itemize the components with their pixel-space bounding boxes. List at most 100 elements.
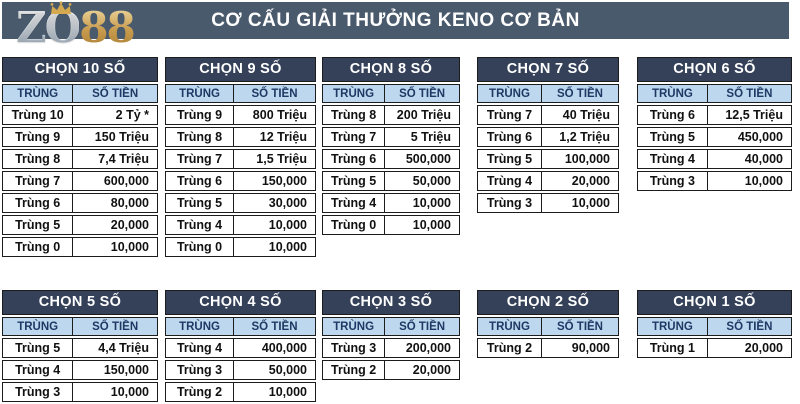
match-cell: Trùng 4 — [478, 172, 542, 190]
prize-table-header-row: TRÙNG SỐ TIỀN — [322, 317, 460, 336]
page-title: CƠ CẤU GIẢI THƯỞNG KENO CƠ BẢN — [211, 9, 580, 31]
match-cell: Trùng 8 — [166, 128, 235, 146]
column-header-match: TRÙNG — [3, 318, 74, 335]
amount-cell: 4,4 Triệu — [98, 341, 149, 355]
match-cell: Trùng 5 — [3, 339, 74, 357]
prize-tables-row-bottom: CHỌN 5 SỐ TRÙNG SỐ TIỀN Trùng 5 4,4 Triệu Trù… — [2, 290, 798, 404]
table-row: Trùng 4 150,000 — [2, 360, 158, 380]
match-cell: Trùng 3 — [323, 339, 386, 357]
amount-cell: 10,000 — [571, 196, 610, 210]
column-header-amount: SỐ TIỀN — [92, 320, 139, 333]
prize-table-header-row: TRÙNG SỐ TIỀN — [637, 317, 792, 336]
prize-table: CHỌN 9 SỐ TRÙNG SỐ TIỀN Trùng 9 800 Triệu Trù… — [165, 57, 316, 259]
match-cell: Trùng 1 — [638, 339, 708, 357]
match-cell: Trùng 6 — [323, 150, 386, 168]
match-cell: Trùng 4 — [638, 150, 708, 168]
table-row: Trùng 8 7,4 Triệu — [2, 149, 158, 169]
prize-table-header-row: TRÙNG SỐ TIỀN — [165, 317, 316, 336]
amount-cell: 20,000 — [744, 341, 783, 355]
match-cell: Trùng 3 — [166, 361, 235, 379]
amount-cell: 450,000 — [737, 130, 783, 144]
match-cell: Trùng 4 — [166, 216, 235, 234]
prize-table: CHỌN 5 SỐ TRÙNG SỐ TIỀN Trùng 5 4,4 Triệu Trù… — [2, 290, 158, 404]
table-row: Trùng 8 12 Triệu — [165, 127, 316, 147]
amount-cell: 100,000 — [564, 152, 610, 166]
prize-table-title: CHỌN 3 SỐ — [322, 290, 460, 315]
table-row: Trùng 0 10,000 — [322, 215, 460, 235]
amount-cell: 400,000 — [261, 341, 307, 355]
prize-table: CHỌN 3 SỐ TRÙNG SỐ TIỀN Trùng 3 200,000 Trùng… — [322, 290, 460, 382]
match-cell: Trùng 6 — [638, 106, 708, 124]
column-header-match: TRÙNG — [323, 85, 386, 102]
table-row: Trùng 9 800 Triệu — [165, 105, 316, 125]
prize-table: CHỌN 4 SỐ TRÙNG SỐ TIỀN Trùng 4 400,000 Trùng… — [165, 290, 316, 404]
column-header-amount: SỐ TIỀN — [726, 87, 773, 100]
match-cell: Trùng 5 — [638, 128, 708, 146]
table-row: Trùng 4 40,000 — [637, 149, 792, 169]
column-header-amount: SỐ TIỀN — [556, 87, 603, 100]
prize-table-header-row: TRÙNG SỐ TIỀN — [2, 317, 158, 336]
site-logo[interactable]: ZO88 — [16, 1, 136, 52]
prize-table-header-row: TRÙNG SỐ TIỀN — [477, 84, 619, 103]
column-header-amount: SỐ TIỀN — [556, 320, 603, 333]
match-cell: Trùng 2 — [478, 339, 542, 357]
amount-cell: 7,4 Triệu — [98, 152, 149, 166]
prize-table: CHỌN 10 SỐ TRÙNG SỐ TIỀN Trùng 10 2 Tỷ * Trùn… — [2, 57, 158, 259]
amount-cell: 40 Triệu — [562, 108, 610, 122]
amount-cell: 20,000 — [571, 174, 610, 188]
prize-table: CHỌN 1 SỐ TRÙNG SỐ TIỀN Trùng 1 20,000 — [637, 290, 792, 360]
amount-cell: 10,000 — [268, 240, 307, 254]
match-cell: Trùng 0 — [3, 238, 74, 256]
prize-table-title: CHỌN 5 SỐ — [2, 290, 158, 315]
amount-cell: 30,000 — [268, 196, 307, 210]
match-cell: Trùng 7 — [323, 128, 386, 146]
amount-cell: 50,000 — [412, 174, 451, 188]
prize-table-header-row: TRÙNG SỐ TIỀN — [2, 84, 158, 103]
table-row: Trùng 5 4,4 Triệu — [2, 338, 158, 358]
match-cell: Trùng 2 — [323, 361, 386, 379]
prize-table: CHỌN 7 SỐ TRÙNG SỐ TIỀN Trùng 7 40 Triệu Trùn… — [477, 57, 619, 215]
match-cell: Trùng 9 — [3, 128, 74, 146]
prize-table-title: CHỌN 8 SỐ — [322, 57, 460, 82]
match-cell: Trùng 4 — [166, 339, 235, 357]
table-row: Trùng 5 50,000 — [322, 171, 460, 191]
match-cell: Trùng 3 — [638, 172, 708, 190]
match-cell: Trùng 8 — [323, 106, 386, 124]
table-row: Trùng 8 200 Triệu — [322, 105, 460, 125]
column-header-match: TRÙNG — [638, 85, 708, 102]
table-row: Trùng 3 10,000 — [637, 171, 792, 191]
prize-table-title: CHỌN 2 SỐ — [477, 290, 619, 315]
table-row: Trùng 2 10,000 — [165, 382, 316, 402]
table-row: Trùng 4 10,000 — [165, 215, 316, 235]
prize-table: CHỌN 6 SỐ TRÙNG SỐ TIỀN Trùng 6 12,5 Triệu Tr… — [637, 57, 792, 193]
column-header-amount: SỐ TIỀN — [726, 320, 773, 333]
table-row: Trùng 3 50,000 — [165, 360, 316, 380]
amount-cell: 50,000 — [268, 363, 307, 377]
table-row: Trùng 7 1,5 Triệu — [165, 149, 316, 169]
table-row: Trùng 7 5 Triệu — [322, 127, 460, 147]
table-row: Trùng 9 150 Triệu — [2, 127, 158, 147]
table-row: Trùng 4 10,000 — [322, 193, 460, 213]
prize-table-header-row: TRÙNG SỐ TIỀN — [165, 84, 316, 103]
amount-cell: 200 Triệu — [396, 108, 451, 122]
column-header-match: TRÙNG — [166, 318, 235, 335]
amount-cell: 5 Triệu — [410, 130, 451, 144]
prize-tables-row-top: CHỌN 10 SỐ TRÙNG SỐ TIỀN Trùng 10 2 Tỷ * Trùn… — [2, 57, 798, 259]
table-row: Trùng 5 450,000 — [637, 127, 792, 147]
header-banner: ZO88 CƠ CẤU GIẢI THƯỞNG KENO CƠ BẢN — [2, 1, 789, 52]
table-row: Trùng 2 20,000 — [322, 360, 460, 380]
amount-cell: 1,5 Triệu — [256, 152, 307, 166]
match-cell: Trùng 5 — [3, 216, 74, 234]
table-row: Trùng 6 1,2 Triệu — [477, 127, 619, 147]
match-cell: Trùng 9 — [166, 106, 235, 124]
amount-cell: 12,5 Triệu — [725, 108, 783, 122]
column-header-amount: SỐ TIỀN — [251, 320, 298, 333]
match-cell: Trùng 4 — [3, 361, 74, 379]
match-cell: Trùng 5 — [166, 194, 235, 212]
match-cell: Trùng 5 — [478, 150, 542, 168]
table-row: Trùng 5 100,000 — [477, 149, 619, 169]
amount-cell: 150,000 — [103, 363, 149, 377]
column-header-amount: SỐ TIỀN — [92, 87, 139, 100]
amount-cell: 1,2 Triệu — [559, 130, 610, 144]
crown-icon — [50, 1, 72, 14]
